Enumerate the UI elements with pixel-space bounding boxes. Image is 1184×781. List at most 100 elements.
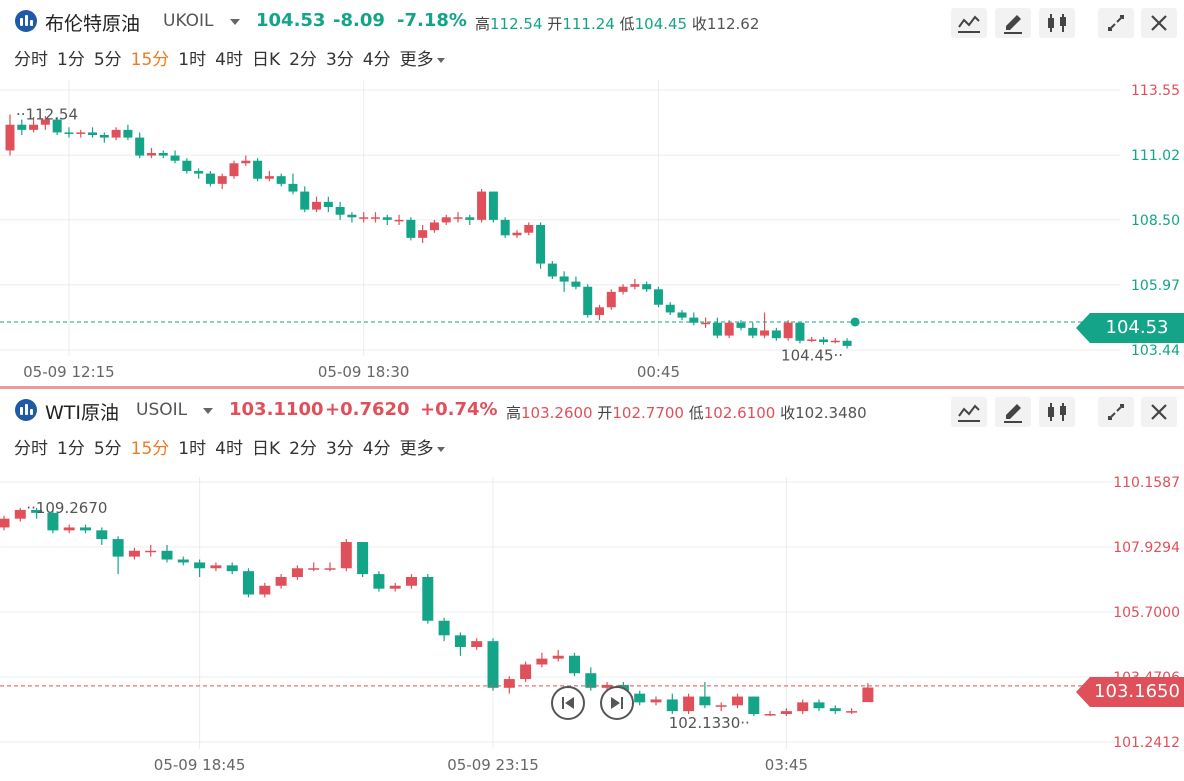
candle-type-button[interactable]: [1039, 397, 1075, 427]
expand-button[interactable]: [1098, 397, 1134, 427]
tab-5[interactable]: 4时: [215, 50, 243, 70]
candle-body: [357, 542, 369, 575]
candle-body: [31, 509, 43, 513]
candle-body: [145, 550, 157, 553]
candle-body: [194, 562, 206, 569]
candle-body: [487, 641, 499, 688]
x-tick-label: 03:45: [765, 756, 808, 774]
x-tick-label: 05-09 12:15: [23, 363, 115, 381]
candle-body: [347, 214, 357, 218]
tab-5[interactable]: 4时: [215, 439, 243, 459]
tab-3[interactable]: 15分: [130, 439, 170, 459]
candle-body: [689, 317, 699, 323]
candle-body: [146, 153, 156, 156]
candle-body: [797, 702, 809, 712]
candle-body: [112, 539, 124, 557]
candle-body: [477, 191, 487, 220]
tab-7[interactable]: 2分: [289, 439, 317, 459]
tab-9[interactable]: 4分: [362, 50, 391, 70]
tab-8[interactable]: 3分: [325, 439, 354, 459]
tab-2[interactable]: 5分: [93, 439, 122, 459]
candle-body: [764, 714, 776, 716]
close-button[interactable]: [1141, 397, 1177, 427]
candle-body: [123, 129, 133, 138]
tab-6[interactable]: 日K: [251, 439, 281, 459]
candlestick-chart[interactable]: 110.1587107.9294105.7000103.4706101.2412…: [0, 389, 1184, 781]
tab-1[interactable]: 1分: [57, 439, 85, 459]
candle-body: [601, 684, 613, 688]
candle-body: [158, 153, 168, 156]
symbol-dropdown-icon[interactable]: [230, 19, 240, 25]
tab-4[interactable]: 1时: [178, 439, 207, 459]
candle-body: [422, 577, 434, 621]
y-tick-label: 103.44: [1131, 343, 1180, 359]
scroll-end-button[interactable]: [600, 686, 634, 720]
y-tick-label: 105.97: [1131, 278, 1180, 294]
line-draw-button[interactable]: [951, 397, 987, 427]
close-label: 收: [691, 15, 707, 33]
candle-body: [5, 124, 15, 151]
tab-0[interactable]: 分时: [14, 50, 48, 70]
y-tick-label: 101.2412: [1113, 735, 1180, 751]
skip-back-icon: [562, 697, 574, 709]
candle-type-button[interactable]: [1039, 8, 1075, 38]
close-button[interactable]: [1141, 8, 1177, 38]
tab-6[interactable]: 日K: [251, 50, 281, 70]
candle-body: [701, 322, 711, 325]
candle-body: [642, 284, 652, 290]
tab-9[interactable]: 4分: [362, 439, 391, 459]
candle-body: [666, 699, 678, 712]
candle-body: [291, 568, 303, 578]
candlestick-chart[interactable]: 113.55 111.02 108.50 105.97 103.44 05-09 12:1…: [0, 0, 1184, 386]
candle-body: [536, 225, 546, 264]
tab-8[interactable]: 3分: [325, 50, 354, 70]
pencil-button[interactable]: [995, 8, 1031, 38]
scroll-start-button[interactable]: [551, 686, 585, 720]
open-value: 111.24: [562, 15, 615, 33]
expand-button[interactable]: [1098, 8, 1134, 38]
tab-3[interactable]: 15分: [130, 50, 170, 70]
tab-more[interactable]: 更多: [400, 434, 445, 459]
tab-0[interactable]: 分时: [14, 439, 48, 459]
candle-body: [732, 696, 743, 706]
candle-body: [438, 620, 450, 636]
candle-body: [760, 330, 770, 336]
y-tick-label: 105.7000: [1113, 605, 1180, 621]
min-price-label: 104.45··: [781, 346, 843, 364]
high-value: 112.54: [490, 15, 543, 33]
symbol-code[interactable]: UKOIL: [163, 11, 214, 31]
candle-body: [780, 711, 792, 715]
candle-body: [724, 322, 734, 336]
candle-body: [406, 219, 416, 238]
panel-separator[interactable]: [0, 386, 1184, 389]
tab-7[interactable]: 2分: [289, 50, 317, 70]
close-label: 收: [780, 404, 796, 422]
candle-body: [40, 119, 50, 125]
candle-body: [382, 217, 392, 220]
candle-body: [241, 160, 251, 164]
candle-body: [0, 518, 10, 528]
tab-4[interactable]: 1时: [178, 50, 207, 70]
candle-body: [300, 191, 310, 210]
symbol-dropdown-icon[interactable]: [203, 408, 213, 414]
candle-body: [359, 217, 369, 219]
tab-1[interactable]: 1分: [57, 50, 85, 70]
candle-body: [500, 219, 510, 236]
candle-body: [170, 155, 180, 161]
tab-more-label: 更多: [399, 439, 434, 459]
candle-body: [653, 289, 663, 305]
line-draw-button[interactable]: [951, 8, 987, 38]
high-value: 103.2600: [521, 404, 593, 422]
y-tick-label: 110.1587: [1113, 475, 1180, 491]
expand-icon: [1108, 404, 1124, 420]
candle-body: [99, 135, 109, 138]
candle-body: [14, 509, 26, 519]
symbol-code[interactable]: USOIL: [136, 400, 188, 420]
tab-2[interactable]: 5分: [93, 50, 122, 70]
close-value: 112.62: [706, 15, 760, 33]
tab-more[interactable]: 更多: [400, 45, 445, 70]
more-dropdown-icon: [436, 57, 445, 63]
candle-body: [111, 129, 121, 138]
current-price-tag: 104.53: [1076, 313, 1184, 343]
pencil-button[interactable]: [995, 397, 1031, 427]
